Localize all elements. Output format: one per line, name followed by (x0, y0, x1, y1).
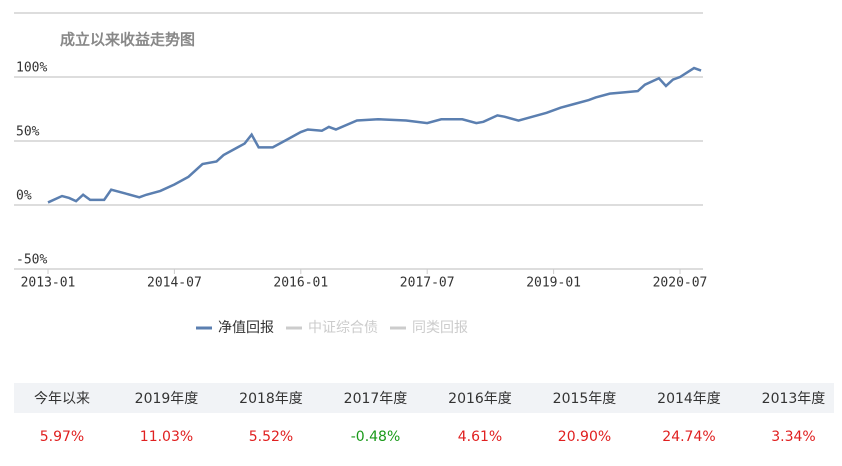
table-header: 今年以来 (34, 391, 90, 407)
table-header: 2019年度 (135, 391, 199, 407)
table-header: 2017年度 (344, 391, 408, 407)
table-header: 2015年度 (553, 391, 617, 407)
table-value: -0.48% (351, 429, 401, 445)
x-tick-label: 2013-01 (21, 276, 76, 291)
series-line (47, 66, 702, 204)
table-value: 3.34% (771, 429, 815, 445)
table-value: 20.90% (558, 429, 611, 445)
table-header: 2018年度 (239, 391, 303, 407)
legend-label: 中证综合债 (308, 320, 378, 336)
x-tick-label: 2020-07 (653, 276, 708, 291)
table-value: 5.52% (249, 429, 293, 445)
table-value: 24.74% (662, 429, 715, 445)
table-header: 2016年度 (448, 391, 512, 407)
table-header-bg (14, 383, 834, 413)
legend-label: 同类回报 (412, 320, 468, 336)
x-tick-label: 2019-01 (526, 276, 581, 291)
table-value: 4.61% (458, 429, 502, 445)
y-tick-label: 0% (16, 189, 32, 204)
table-header: 2014年度 (657, 391, 721, 407)
chart-title: 成立以来收益走势图 (60, 31, 195, 49)
x-tick-label: 2014-07 (147, 276, 202, 291)
x-tick-label: 2017-07 (400, 276, 455, 291)
table-header: 2013年度 (762, 391, 826, 407)
y-tick-label: 50% (16, 125, 40, 140)
legend-label: 净值回报 (218, 320, 274, 336)
x-tick-label: 2016-01 (273, 276, 328, 291)
table-value: 11.03% (140, 429, 193, 445)
y-tick-label: 100% (16, 61, 47, 76)
table-value: 5.97% (40, 429, 84, 445)
y-tick-label: -50% (16, 253, 47, 268)
